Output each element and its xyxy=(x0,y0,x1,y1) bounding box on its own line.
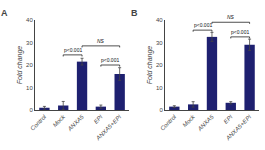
svg-text:ANXA5+EPI: ANXA5+EPI xyxy=(94,114,122,142)
svg-text:p<0.001: p<0.001 xyxy=(231,29,249,35)
svg-text:20: 20 xyxy=(26,62,33,68)
svg-text:EPI: EPI xyxy=(93,114,104,125)
svg-text:p<0.001: p<0.001 xyxy=(101,57,119,63)
svg-text:Control: Control xyxy=(159,113,177,131)
svg-text:Mock: Mock xyxy=(52,113,67,128)
svg-text:B: B xyxy=(131,8,138,18)
svg-text:ANXA5+EPI: ANXA5+EPI xyxy=(224,114,252,142)
svg-text:20: 20 xyxy=(156,62,163,68)
svg-text:p<0.001: p<0.001 xyxy=(194,22,212,28)
svg-text:Mock: Mock xyxy=(182,113,197,128)
svg-text:p<0.001: p<0.001 xyxy=(64,47,82,53)
svg-text:ANXA5: ANXA5 xyxy=(66,113,85,132)
svg-text:0: 0 xyxy=(29,107,33,113)
svg-text:Fold change: Fold change xyxy=(146,46,154,85)
svg-text:EPI: EPI xyxy=(223,114,234,125)
svg-text:40: 40 xyxy=(156,17,163,23)
svg-text:10: 10 xyxy=(26,85,33,91)
svg-text:30: 30 xyxy=(26,40,33,46)
svg-text:Control: Control xyxy=(29,113,47,131)
svg-text:NS: NS xyxy=(97,38,105,44)
svg-text:0: 0 xyxy=(159,107,163,113)
svg-text:A: A xyxy=(1,8,8,18)
svg-text:30: 30 xyxy=(156,40,163,46)
svg-text:ANXA5: ANXA5 xyxy=(196,113,215,132)
svg-text:40: 40 xyxy=(26,17,33,23)
svg-text:10: 10 xyxy=(156,85,163,91)
svg-text:NS: NS xyxy=(227,14,235,20)
svg-text:Fold change: Fold change xyxy=(16,46,24,85)
